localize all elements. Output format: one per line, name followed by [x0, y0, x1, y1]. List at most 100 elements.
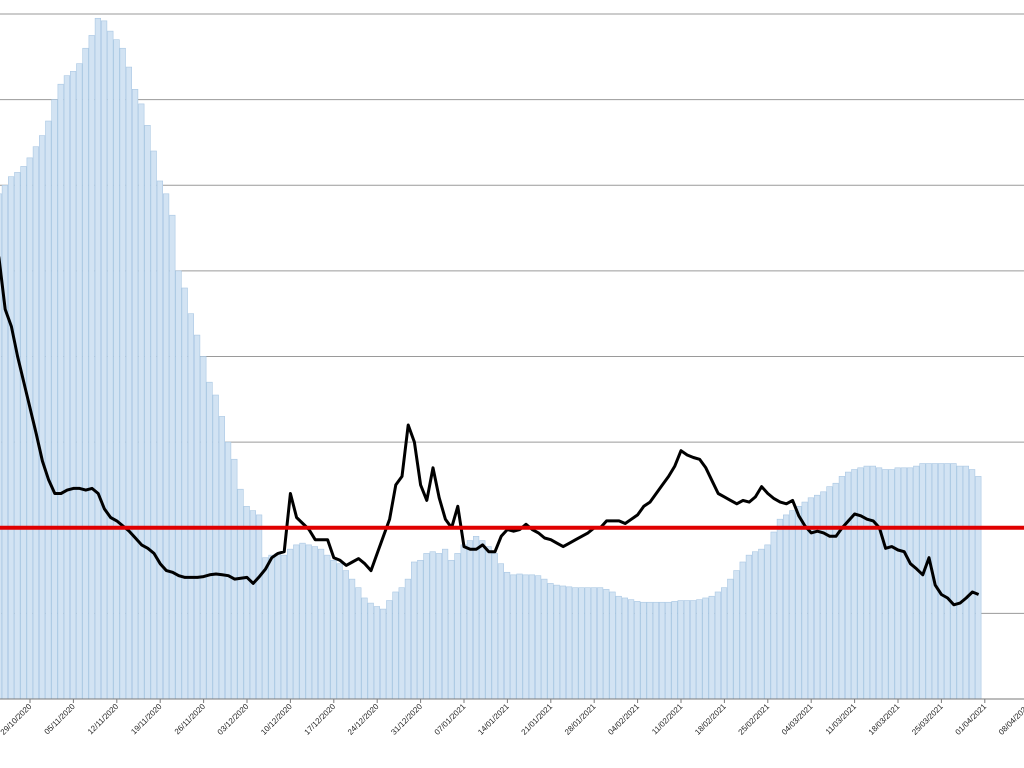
bar	[696, 599, 703, 700]
bar	[590, 587, 597, 700]
bar	[863, 465, 870, 700]
bar	[435, 553, 443, 700]
x-tick-label: 08/04/2021	[997, 702, 1024, 737]
bar	[342, 570, 350, 700]
bar	[919, 463, 926, 700]
bar	[708, 595, 715, 700]
bar	[962, 465, 969, 700]
bar	[0, 193, 2, 700]
bar	[410, 561, 418, 700]
bar	[758, 548, 765, 700]
bar	[336, 563, 343, 700]
x-tick-label: 14/01/2021	[476, 702, 511, 737]
series-line	[0, 255, 980, 607]
bar	[94, 17, 101, 700]
x-tick-label: 25/03/2021	[910, 702, 945, 737]
x-tick-label: 24/12/2020	[346, 702, 381, 737]
bar	[485, 546, 492, 700]
bar	[888, 469, 895, 700]
bar	[194, 334, 201, 700]
bar	[218, 416, 226, 700]
bar	[621, 597, 628, 700]
bar	[45, 120, 52, 700]
bar	[906, 467, 914, 700]
bar	[20, 166, 27, 700]
x-tick-label: 31/12/2020	[389, 702, 424, 737]
bar	[286, 548, 294, 700]
x-tick-label: 11/03/2021	[824, 702, 859, 737]
bar	[26, 157, 33, 700]
bar	[944, 463, 951, 700]
bar	[460, 544, 467, 700]
bar	[70, 71, 77, 700]
bar	[255, 514, 263, 700]
bar	[913, 465, 920, 700]
bar	[603, 589, 610, 700]
bar	[311, 546, 319, 700]
bar	[534, 575, 542, 700]
bar	[243, 506, 250, 700]
bar	[510, 574, 517, 700]
x-tick-label: 25/02/2021	[737, 702, 772, 737]
bar	[225, 441, 232, 700]
bar	[516, 573, 523, 700]
x-tick-label: 03/12/2020	[216, 702, 251, 737]
bar	[305, 544, 312, 700]
bar	[361, 597, 368, 700]
bar	[652, 601, 659, 700]
bar	[627, 599, 635, 700]
bar	[801, 501, 808, 700]
bar	[392, 591, 399, 700]
x-tick-label: 26/11/2020	[173, 702, 208, 737]
bar	[789, 510, 796, 700]
bar	[838, 476, 845, 700]
bar	[689, 600, 697, 700]
bar	[596, 587, 604, 700]
bar	[324, 554, 331, 700]
bar	[454, 553, 461, 700]
x-tick-label: 18/03/2021	[867, 702, 902, 737]
bar	[187, 313, 195, 700]
bar	[144, 125, 151, 700]
bar	[441, 548, 449, 700]
bar	[857, 467, 864, 700]
bar	[671, 601, 678, 700]
bar	[479, 540, 486, 700]
bar	[925, 463, 932, 700]
x-tick-label: 10/12/2020	[259, 702, 294, 737]
bar	[702, 597, 709, 700]
bar	[367, 602, 374, 700]
bar	[640, 601, 647, 700]
bar	[851, 469, 858, 700]
x-axis-ticks: 29/10/2020 05/11/2020 12/11/2020 19/11/2020…	[0, 699, 1024, 737]
bar	[776, 518, 783, 700]
bar	[956, 465, 963, 700]
x-tick-label: 04/02/2021	[606, 702, 641, 737]
bar	[330, 559, 337, 700]
bar	[280, 554, 288, 700]
bar	[262, 557, 269, 700]
x-tick-label: 17/12/2020	[303, 702, 338, 737]
x-tick-label: 18/02/2021	[693, 702, 728, 737]
bar	[206, 381, 213, 700]
bar	[101, 20, 108, 700]
bar	[937, 463, 945, 700]
bar	[844, 471, 852, 700]
x-tick-label: 28/01/2021	[563, 702, 598, 737]
bar	[156, 180, 164, 700]
bar	[138, 103, 145, 700]
bar	[609, 591, 616, 700]
bar	[119, 47, 126, 700]
x-tick-label: 29/10/2020	[0, 702, 34, 737]
bar	[404, 578, 412, 700]
bar	[466, 540, 474, 700]
bar	[398, 587, 405, 700]
bar	[317, 548, 325, 700]
bar	[491, 553, 498, 700]
bar	[163, 193, 170, 700]
bar	[448, 559, 455, 700]
bar	[268, 554, 275, 700]
bar	[429, 551, 436, 700]
bar	[14, 172, 21, 700]
